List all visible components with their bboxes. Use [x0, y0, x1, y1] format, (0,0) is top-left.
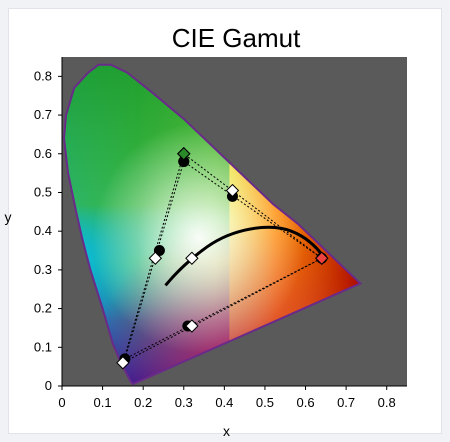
red-primary-marker — [315, 251, 329, 265]
x-tick-label: 0.3 — [175, 395, 193, 410]
data-point-diamond — [185, 251, 199, 265]
x-tick-label: 0.8 — [378, 395, 396, 410]
data-point-diamond — [116, 356, 130, 370]
x-axis-label: x — [223, 423, 230, 439]
x-tick-label: 0.2 — [134, 395, 152, 410]
data-point-diamond — [185, 319, 199, 333]
y-tick-label: 0.5 — [34, 184, 52, 199]
data-point-diamond — [225, 183, 240, 198]
x-tick-label: 0.4 — [215, 395, 233, 410]
y-axis-label: y — [5, 209, 12, 225]
x-tick-label: 0 — [58, 395, 65, 410]
x-tick-label: 0.1 — [94, 395, 112, 410]
data-point-diamond — [148, 251, 163, 265]
planckian-locus-curve — [164, 225, 326, 287]
y-tick-label: 0.1 — [34, 339, 52, 354]
y-tick-label: 0 — [45, 378, 52, 393]
axes: 0 0.1 0.2 0.3 0.4 0.5 0.6 0.7 0.8 0 0.1 0.2 0.3 0.4 0.… — [34, 57, 407, 410]
y-tick-label: 0.6 — [34, 146, 52, 161]
x-tick-label: 0.6 — [296, 395, 314, 410]
series-layer — [116, 147, 329, 370]
y-tick-label: 0.3 — [34, 262, 52, 277]
y-tick-label: 0.2 — [34, 301, 52, 316]
y-tick-label: 0.7 — [34, 107, 52, 122]
x-tick-label: 0.7 — [337, 395, 355, 410]
spectral-locus-outline — [63, 63, 363, 386]
data-point-circle — [153, 245, 165, 257]
y-tick-label: 0.4 — [34, 223, 52, 238]
green-primary-marker — [177, 147, 191, 161]
y-tick-label: 0.8 — [34, 68, 52, 83]
gamut-triangle-outline — [124, 161, 323, 360]
chart-title: CIE Gamut — [172, 23, 301, 53]
x-tick-label: 0.5 — [256, 395, 274, 410]
